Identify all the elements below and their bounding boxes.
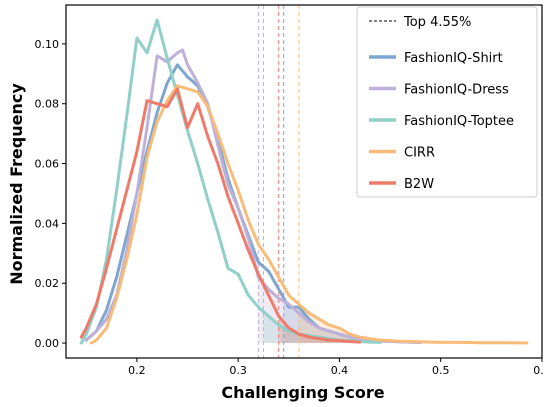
x-tick-label-4: 0.6 (533, 364, 544, 377)
legend-label-2: FashionIQ-Toptee (404, 114, 514, 129)
legend-label-4: B2W (404, 177, 434, 192)
x-tick-label-3: 0.5 (432, 364, 450, 377)
legend-box (356, 6, 538, 198)
plot-frame (65, 4, 543, 359)
y-tick-label-4: 0.08 (35, 98, 60, 111)
x-tick-label-1: 0.3 (229, 364, 247, 377)
legend-threshold-label: Top 4.55% (403, 15, 471, 30)
series-line-4 (79, 87, 362, 344)
plot-area (79, 5, 529, 358)
legend-label-0: FashionIQ-Shirt (404, 51, 503, 66)
legend-label-1: FashionIQ-Dress (404, 83, 509, 98)
y-tick-label-2: 0.04 (35, 217, 60, 230)
y-tick-label-0: 0.00 (35, 337, 60, 350)
y-tick-label-5: 0.10 (35, 38, 60, 51)
y-tick-label-1: 0.02 (35, 277, 60, 290)
legend-label-3: CIRR (404, 146, 435, 161)
x-tick-label-2: 0.4 (331, 364, 349, 377)
x-tick-label-0: 0.2 (128, 364, 146, 377)
y-axis-label: Normalized Frequency (7, 83, 26, 285)
tail-area-2 (263, 311, 380, 343)
axes: 0.2 0.3 0.4 0.5 0.6 0.00 0.02 0.04 0.06 0.08 0.10 (35, 4, 544, 377)
y-tick-label-3: 0.06 (35, 158, 60, 171)
legend: Top 4.55% FashionIQ-Shirt FashionIQ-Dress F… (356, 6, 538, 198)
x-axis-label: Challenging Score (221, 383, 384, 402)
tail-area-3 (298, 304, 527, 343)
series-line-3 (89, 84, 529, 345)
tail-area-0 (283, 298, 421, 343)
tail-area-1 (258, 277, 421, 343)
